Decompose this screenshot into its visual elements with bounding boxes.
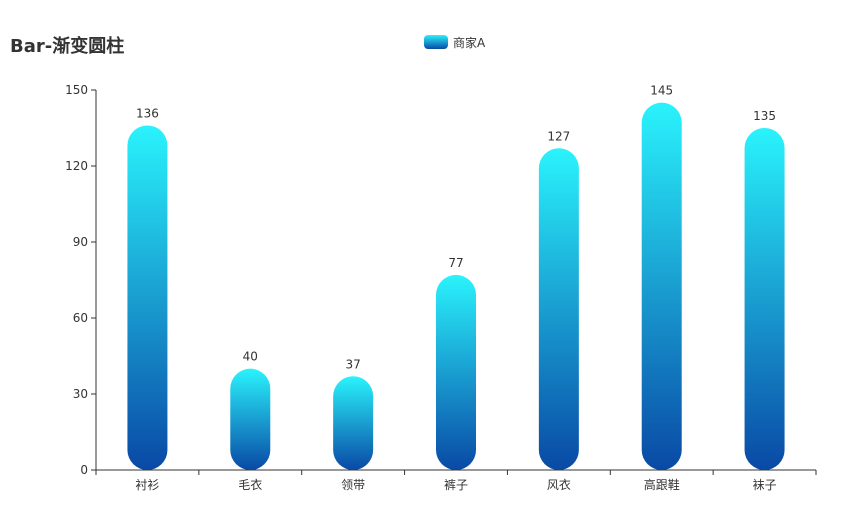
y-tick-label: 150 [65,83,88,97]
bar [127,125,168,470]
legend-swatch [424,35,448,49]
data-label: 145 [650,84,673,98]
x-tick-label: 毛衣 [238,477,262,492]
data-label: 127 [547,129,570,143]
legend[interactable]: 商家A [424,34,485,50]
bar [333,376,374,470]
bar [436,274,476,470]
x-tick-label: 衬衫 [135,478,159,492]
data-label: 136 [136,106,159,120]
x-tick-label: 高跟鞋 [644,477,680,492]
bar [538,148,579,470]
data-label: 40 [243,350,258,364]
data-label: 77 [448,256,463,270]
bar [641,102,682,471]
y-tick-label: 120 [65,159,88,173]
bar [744,128,785,470]
data-label: 37 [346,357,361,371]
legend-label: 商家A [453,35,486,50]
y-tick-label: 0 [80,463,88,477]
x-tick-label: 风衣 [547,477,571,492]
x-tick-label: 裤子 [444,478,468,492]
y-tick-label: 60 [73,311,88,325]
chart-title: Bar-渐变圆柱 [10,36,125,57]
data-label: 135 [753,109,776,123]
x-tick-label: 领带 [341,478,365,492]
y-tick-label: 90 [73,235,88,249]
y-tick-label: 30 [73,387,88,401]
bar [230,368,271,470]
x-tick-label: 袜子 [753,478,777,492]
